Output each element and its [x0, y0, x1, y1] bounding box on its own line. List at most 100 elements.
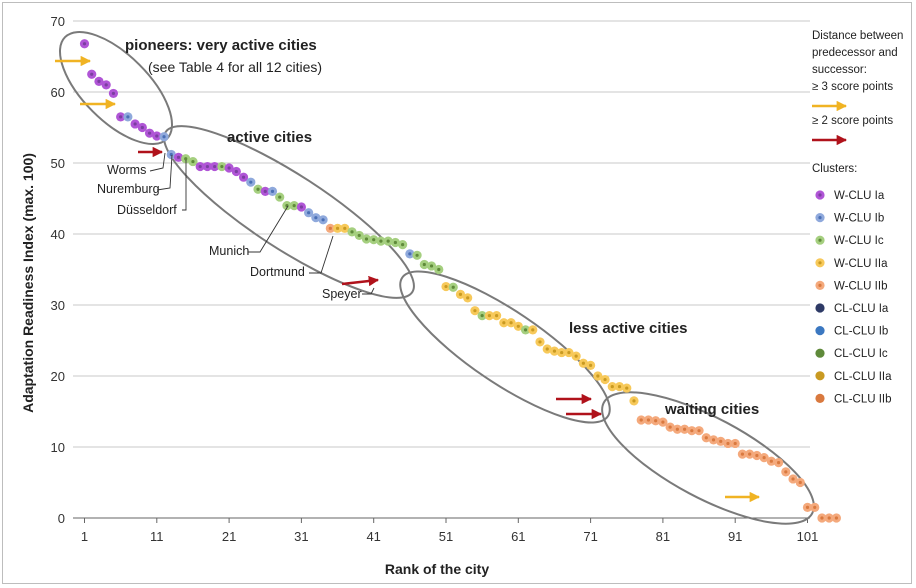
- data-point: [311, 213, 321, 223]
- data-point: [398, 240, 408, 250]
- data-point: [289, 201, 299, 211]
- legend-two-points: ≥ 2 score points: [812, 115, 893, 127]
- data-point: [679, 424, 690, 434]
- data-point: [600, 374, 610, 385]
- x-tick-label: 61: [511, 529, 525, 544]
- data-points: [79, 39, 842, 523]
- data-point: [607, 382, 617, 392]
- legend-item: W-CLU IIb: [815, 280, 887, 292]
- data-point: [817, 513, 827, 523]
- legend-item: W-CLU Ic: [815, 235, 884, 247]
- data-point: [463, 293, 473, 303]
- data-point: [376, 236, 386, 246]
- data-point: [643, 415, 654, 425]
- legend-label: CL-CLU Ib: [834, 326, 888, 338]
- city-leader-lines: [149, 152, 375, 295]
- legend-item: CL-CLU IIb: [815, 393, 892, 405]
- data-point: [513, 321, 523, 331]
- data-point: [181, 154, 191, 164]
- city-label-nuremburg: Nuremburg: [97, 182, 160, 196]
- data-point: [708, 435, 719, 445]
- legend-distance-title-line3: successor:: [812, 64, 867, 76]
- legend-cluster-items: W-CLU Ia W-CLU Ib W-CLU Ic W-CLU IIa W-CLU I…: [815, 190, 892, 405]
- data-point: [152, 131, 162, 141]
- data-point: [629, 396, 639, 406]
- data-point: [419, 259, 429, 270]
- y-tick-label: 0: [58, 511, 65, 526]
- city-label-dortmund: Dortmund: [250, 265, 305, 279]
- data-point: [499, 318, 509, 328]
- legend-three-points: ≥ 3 score points: [812, 81, 893, 93]
- data-point: [506, 318, 516, 328]
- data-point: [130, 119, 140, 129]
- group-ellipse-1: [163, 125, 415, 299]
- legend-item: CL-CLU Ib: [815, 326, 888, 338]
- legend-label: W-CLU Ic: [834, 235, 884, 247]
- data-point: [173, 152, 184, 162]
- group-label-waiting: waiting cities: [664, 401, 759, 418]
- y-tick-label: 30: [51, 298, 65, 313]
- data-point: [723, 438, 733, 449]
- data-point: [636, 415, 646, 425]
- data-point: [195, 161, 205, 172]
- data-point: [528, 325, 538, 335]
- city-label-worms: Worms: [107, 163, 146, 177]
- data-point: [658, 417, 668, 427]
- data-point: [340, 223, 350, 233]
- data-point: [202, 161, 213, 172]
- y-tick-label: 50: [51, 156, 65, 171]
- data-point: [296, 202, 306, 212]
- data-point: [578, 358, 588, 368]
- y-tick-label: 40: [51, 227, 65, 242]
- data-point: [520, 325, 531, 335]
- data-point: [253, 184, 263, 194]
- data-point: [108, 88, 119, 99]
- legend-item: CL-CLU Ia: [815, 303, 889, 315]
- data-point: [484, 311, 494, 321]
- data-point: [477, 311, 487, 321]
- group-label-active: active cities: [227, 129, 312, 146]
- data-point: [455, 289, 466, 299]
- data-point: [781, 467, 791, 477]
- data-point: [441, 281, 451, 292]
- y-tick-label: 60: [51, 85, 65, 100]
- x-tick-label: 51: [439, 529, 453, 544]
- legend-item: W-CLU Ib: [815, 213, 884, 225]
- legend-label: W-CLU IIa: [834, 258, 888, 270]
- x-tick-label: 91: [728, 529, 742, 544]
- data-point: [448, 282, 458, 292]
- data-point: [267, 186, 278, 196]
- data-point: [260, 186, 270, 196]
- data-point: [144, 128, 155, 138]
- data-point: [383, 236, 393, 246]
- data-point: [224, 163, 234, 173]
- data-point: [593, 371, 603, 381]
- data-point: [549, 346, 560, 356]
- data-point: [586, 360, 596, 370]
- data-point: [571, 351, 581, 361]
- data-point: [788, 474, 798, 484]
- data-point: [614, 382, 625, 392]
- x-tick-label: 1: [81, 529, 88, 544]
- data-point: [369, 235, 379, 245]
- group-sub-pioneers: (see Table 4 for all 12 cities): [148, 59, 322, 75]
- legend-item: W-CLU IIa: [815, 258, 888, 270]
- city-label-speyer: Speyer: [322, 287, 362, 301]
- data-point: [824, 513, 834, 523]
- x-tick-label: 31: [294, 529, 308, 544]
- data-point: [405, 249, 415, 259]
- data-point: [87, 69, 97, 79]
- legend-label: CL-CLU IIa: [834, 371, 892, 383]
- data-point: [318, 215, 328, 225]
- data-point: [492, 311, 502, 321]
- data-point: [426, 261, 437, 271]
- data-point: [810, 502, 820, 512]
- data-point: [217, 161, 227, 172]
- group-label-less-active: less active cities: [569, 320, 687, 337]
- data-point: [332, 223, 343, 233]
- data-point: [766, 456, 776, 466]
- legend-item: CL-CLU IIa: [815, 371, 892, 383]
- data-point: [434, 264, 444, 275]
